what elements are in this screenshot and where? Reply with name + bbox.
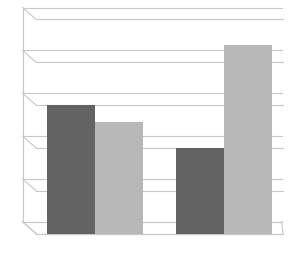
Bar (47, 106, 95, 234)
Bar (95, 123, 143, 234)
Bar (176, 148, 224, 234)
Bar (224, 46, 272, 234)
